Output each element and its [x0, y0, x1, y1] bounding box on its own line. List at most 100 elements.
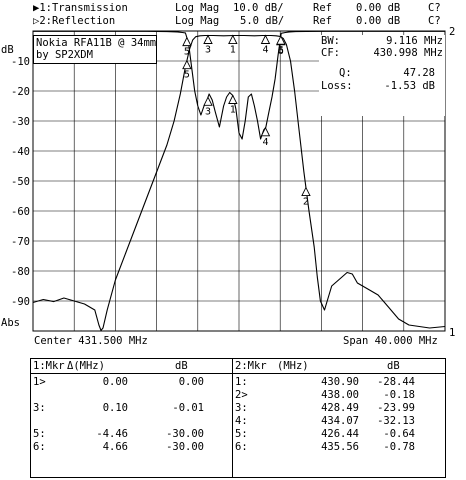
marker-table-trace1: 1:Mkr Δ(MHz) dB 1> 0.00 0.00 3: 0.10 -0.01 5: -… [30, 358, 235, 478]
marker-row-id: 6: [235, 441, 248, 453]
trace2-end-marker: 2 [449, 26, 456, 38]
marker-row-db: -30.00 [166, 428, 204, 440]
trace2-flag: C? [428, 15, 441, 27]
trace2-label: ▷2:Reflection [33, 15, 116, 27]
trace1-flag: C? [428, 2, 441, 14]
marker-row-db: -32.13 [377, 415, 415, 427]
annotation-line1: Nokia RFA11B @ 34mm [36, 37, 157, 49]
y-tick-label: -30 [11, 116, 30, 128]
stat-q-value: 47.28 [403, 67, 435, 79]
marker-table-trace2: 2:Mkr (MHz) dB 1: 430.90 -28.44 2> 438.00 -0.… [232, 358, 446, 478]
marker-row-db: -0.18 [383, 389, 415, 401]
mkr-header: 2:Mkr [235, 360, 267, 372]
marker-row-freq: 0.10 [102, 402, 128, 414]
marker-label: 4 [262, 137, 268, 148]
trace-transmission [32, 34, 446, 331]
marker-label: 2 [303, 197, 309, 208]
annotation-line2: by SP2XDM [36, 49, 93, 61]
trace2-ref-label: Ref [313, 15, 332, 27]
y-tick-label: -40 [11, 146, 30, 158]
marker-row-id: 1> [33, 376, 46, 388]
marker-row-db: -28.44 [377, 376, 415, 388]
trace1-scale: 10.0 dB/ [233, 2, 284, 14]
trace2-ref-value: 0.00 dB [356, 15, 401, 27]
marker-label: 4 [262, 45, 268, 56]
stat-bw-label: BW: [321, 35, 340, 47]
marker-label: 1 [230, 45, 236, 56]
marker-label: 5 [184, 70, 190, 81]
db-header: dB [387, 360, 400, 372]
unit-header: (MHz) [277, 360, 309, 372]
trace2-format: Log Mag [175, 15, 220, 27]
marker-row-freq: 438.00 [321, 389, 359, 401]
unit-header: Δ(MHz) [67, 360, 105, 372]
marker-row-freq: 4.66 [102, 441, 128, 453]
marker-triangle [203, 34, 213, 44]
marker-triangle [182, 59, 192, 70]
stat-q-label: Q: [339, 67, 352, 79]
y-tick-label: -50 [11, 176, 30, 188]
marker-row-db: -0.01 [172, 402, 204, 414]
marker-row-id: 3: [33, 402, 46, 414]
mkr-header: 1:Mkr [33, 360, 65, 372]
marker-row-freq: 426.44 [321, 428, 359, 440]
marker-row-freq: 0.00 [102, 376, 128, 388]
trace1-ref-value: 0.00 dB [356, 2, 401, 14]
trace1-end-marker: 1 [449, 327, 456, 339]
y-unit-label: dB [1, 44, 14, 56]
span-frequency: Span 40.000 MHz [343, 335, 438, 347]
trace1-ref-label: Ref [313, 2, 332, 14]
marker-triangle [182, 36, 192, 47]
marker-row-id: 1: [235, 376, 248, 388]
marker-row-db: -30.00 [166, 441, 204, 453]
marker-row-db: 0.00 [178, 376, 204, 388]
marker-row-id: 5: [33, 428, 46, 440]
marker-row-db: -0.78 [383, 441, 415, 453]
marker-row-freq: -4.46 [96, 428, 128, 440]
marker-row-freq: 428.49 [321, 402, 359, 414]
y-tick-label: -90 [11, 296, 30, 308]
y-tick-labels: -10 -20 -30 -40 -50 -60 -70 -80 -90 [11, 56, 30, 308]
marker-table-trace1-header: 1:Mkr Δ(MHz) dB [31, 359, 234, 374]
marker-label: 3 [205, 106, 211, 117]
marker-row-freq: 435.56 [321, 441, 359, 453]
center-frequency: Center 431.500 MHz [34, 335, 148, 347]
trace1-label: ▶1:Transmission [33, 2, 128, 14]
trace2-scale: 5.0 dB/ [240, 15, 285, 27]
marker-triangle [301, 186, 311, 197]
marker-row-freq: 430.90 [321, 376, 359, 388]
abs-label: Abs [1, 317, 20, 329]
stat-loss-label: Loss: [321, 80, 353, 92]
marker-row-id: 6: [33, 441, 46, 453]
stat-bw-value: 9.116 MHz [386, 35, 443, 47]
marker-row-id: 3: [235, 402, 248, 414]
annotation-box: Nokia RFA11B @ 34mm by SP2XDM [33, 35, 157, 64]
stat-loss-value: -1.53 dB [384, 80, 435, 92]
marker-label: 6 [278, 46, 284, 57]
stat-cf-value: 430.998 MHz [373, 47, 443, 59]
marker-row-id: 4: [235, 415, 248, 427]
marker-triangle [228, 94, 238, 104]
marker-triangle [276, 35, 286, 45]
y-tick-label: -10 [11, 56, 30, 68]
marker-triangle [228, 34, 238, 44]
marker-row-db: -0.64 [383, 428, 415, 440]
marker-label: 5 [184, 47, 190, 58]
marker-triangle [260, 126, 271, 137]
marker-row-db: -23.99 [377, 402, 415, 414]
db-header: dB [175, 360, 188, 372]
stat-cf-label: CF: [321, 47, 340, 59]
marker-triangle [203, 96, 213, 106]
y-tick-label: -80 [11, 266, 30, 278]
marker-label: 1 [230, 105, 236, 116]
y-tick-label: -60 [11, 206, 30, 218]
filter-stats-box: BW: 9.116 MHz CF: 430.998 MHz Q: 47.28 L… [319, 35, 445, 116]
trace1-format: Log Mag [175, 2, 220, 14]
y-tick-label: -70 [11, 236, 30, 248]
marker-table-trace2-header: 2:Mkr (MHz) dB [233, 359, 445, 374]
marker-row-id: 5: [235, 428, 248, 440]
marker-row-id: 2> [235, 389, 248, 401]
marker-row-freq: 434.07 [321, 415, 359, 427]
